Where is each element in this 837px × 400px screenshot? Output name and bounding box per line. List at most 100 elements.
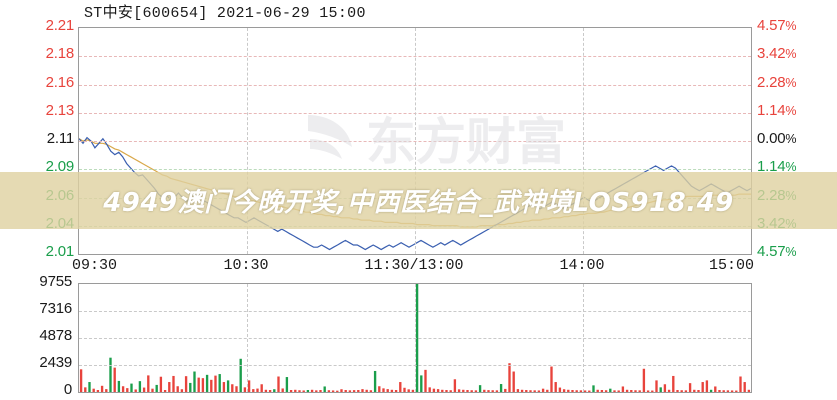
volume-bar	[470, 390, 473, 392]
price-tick-left: 2.16	[45, 73, 75, 91]
price-tick-left: 2.01	[45, 243, 75, 260]
volume-bar	[495, 390, 499, 392]
volume-bar	[226, 380, 230, 392]
volume-bar	[323, 386, 326, 392]
volume-bar	[277, 376, 280, 392]
volume-bar	[562, 389, 566, 392]
volume-tick: 0	[63, 381, 72, 398]
volume-bar	[109, 357, 112, 392]
volume-bar	[117, 380, 121, 392]
percent-tick-right: 3.42%	[757, 214, 797, 232]
percent-tick-right: 0.00%	[757, 130, 797, 147]
volume-bar	[441, 389, 444, 392]
volume-bar	[159, 376, 163, 392]
time-tick: 15:00	[709, 257, 755, 274]
volume-bar	[306, 390, 310, 392]
volume-bar	[428, 387, 431, 392]
volume-bar	[340, 389, 343, 392]
volume-bar	[344, 390, 347, 392]
volume-bar	[634, 390, 637, 392]
volume-bar	[449, 390, 452, 392]
volume-bar	[369, 390, 373, 392]
volume-bar	[176, 386, 179, 392]
volume-bar	[96, 390, 100, 392]
volume-bar	[197, 377, 200, 392]
price-tick-left: 2.06	[45, 186, 75, 204]
volume-bar	[651, 390, 654, 392]
volume-bar	[264, 389, 268, 392]
volume-bar	[294, 389, 297, 392]
volume-bar	[550, 366, 553, 392]
volume-tick: 2439	[39, 354, 72, 371]
volume-bar	[554, 382, 557, 392]
volume-bar	[596, 389, 599, 392]
volume-bar	[424, 369, 427, 392]
volume-bar	[546, 389, 549, 392]
volume-bar	[336, 390, 339, 392]
volume-bar	[714, 386, 717, 392]
volume-bar	[298, 390, 301, 392]
percent-tick-right: 1.14%	[757, 101, 797, 119]
volume-bar	[79, 369, 83, 392]
volume-bar	[630, 390, 633, 392]
volume-bar	[407, 389, 410, 392]
volume-bar	[348, 390, 352, 392]
percent-tick-right: 3.42%	[757, 45, 797, 63]
volume-bar	[525, 390, 528, 392]
volume-bar	[285, 377, 289, 392]
volume-bar	[281, 388, 284, 392]
volume-tick: 7316	[39, 300, 72, 317]
percent-tick-right: 4.57%	[757, 243, 797, 260]
volume-bar	[617, 390, 620, 392]
volume-bar	[361, 389, 364, 392]
volume-bar	[667, 389, 671, 392]
volume-bar	[390, 389, 394, 392]
volume-bar	[231, 384, 234, 392]
volume-bar	[697, 390, 700, 392]
volume-bar	[743, 382, 746, 392]
volume-bar	[151, 388, 154, 392]
volume-bar	[365, 389, 368, 392]
volume-bar	[613, 390, 616, 392]
price-tick-left: 2.09	[45, 158, 75, 176]
volume-bar	[466, 390, 469, 392]
volume-bar	[541, 388, 545, 392]
volume-bar	[730, 390, 734, 392]
percent-tick-right: 1.14%	[757, 158, 797, 176]
volume-bar	[315, 390, 318, 392]
volume-bar	[134, 389, 137, 392]
volume-bar	[722, 390, 725, 392]
volume-tick: 9755	[39, 273, 72, 290]
volume-bar	[273, 389, 276, 392]
volume-bar	[529, 390, 532, 392]
volume-bar	[168, 382, 171, 392]
volume-bar	[646, 390, 650, 392]
volume-bar	[588, 390, 591, 392]
volume-bar	[432, 388, 436, 392]
volume-bar	[126, 388, 129, 392]
volume-bar	[516, 389, 520, 392]
percent-tick-right: 2.28%	[757, 186, 797, 204]
volume-bar	[735, 390, 738, 392]
volume-bar	[243, 387, 247, 392]
volume-bar	[709, 389, 713, 392]
volume-bar	[319, 390, 322, 392]
volume-bar	[701, 382, 704, 392]
volume-bar	[138, 381, 142, 392]
volume-bar	[252, 389, 255, 392]
volume-bar	[142, 387, 146, 392]
volume-bar	[218, 374, 221, 392]
volume-bar	[672, 375, 675, 392]
volume-bar	[663, 384, 667, 392]
volume-bar	[621, 386, 625, 392]
volume-bar	[604, 390, 608, 392]
volume-bar	[512, 371, 515, 392]
volume-bar	[592, 385, 595, 392]
gridline-vertical	[247, 28, 248, 254]
price-panel	[78, 27, 752, 255]
gridline-vertical	[415, 28, 416, 254]
volume-bar	[659, 387, 662, 392]
volume-bar	[457, 389, 461, 392]
volume-bar	[420, 375, 423, 392]
